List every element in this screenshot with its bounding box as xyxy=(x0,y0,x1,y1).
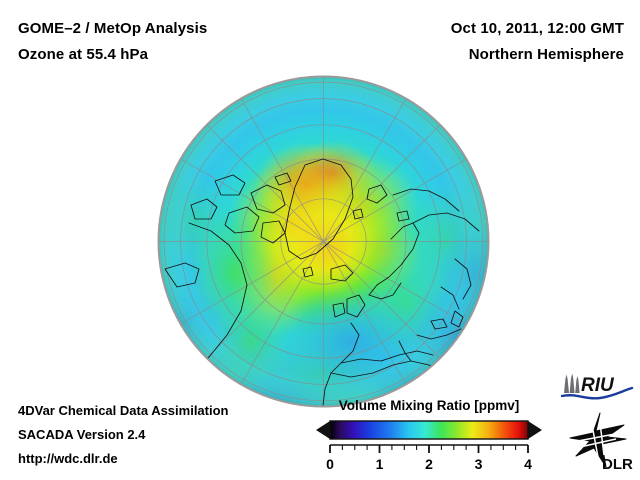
colorbar-frame xyxy=(329,420,529,440)
footer-line-url: http://wdc.dlr.de xyxy=(18,451,118,466)
colorbar: Volume Mixing Ratio [ppmv] xyxy=(306,398,552,474)
colorbar-svg: 0 1 2 3 4 xyxy=(316,420,542,472)
orthographic-projection-svg xyxy=(157,75,490,408)
globe-limb xyxy=(157,75,490,408)
colorbar-tick-2: 2 xyxy=(425,456,433,472)
colorbar-high-arrow xyxy=(528,421,542,439)
colorbar-tick-4: 4 xyxy=(524,456,532,472)
colorbar-title: Volume Mixing Ratio [ppmv] xyxy=(338,398,520,413)
colorbar-gradient xyxy=(330,421,528,439)
colorbar-tick-0: 0 xyxy=(326,456,334,472)
riu-logo: RIU xyxy=(560,373,634,400)
globe-map xyxy=(155,73,492,410)
colorbar-tick-3: 3 xyxy=(475,456,483,472)
dlr-pinwheel-icon xyxy=(569,412,627,468)
colorbar-low-arrow xyxy=(316,421,330,439)
riu-wave-icon xyxy=(560,386,634,400)
colorbar-tick-1: 1 xyxy=(376,456,384,472)
colorbar-major-ticks xyxy=(329,445,529,453)
timestamp-label: Oct 10, 2011, 12:00 GMT xyxy=(450,20,624,37)
dlr-logo: DLR xyxy=(569,412,633,473)
page-title-line1: GOME–2 / MetOp Analysis xyxy=(18,20,208,37)
hemisphere-label: Northern Hemisphere xyxy=(468,46,624,63)
footer-line-method: 4DVar Chemical Data Assimilation xyxy=(18,403,229,418)
graticule xyxy=(158,76,489,407)
dlr-logo-text: DLR xyxy=(602,456,633,473)
riu-logo-text: RIU xyxy=(581,375,615,396)
page-title-line2: Ozone at 55.4 hPa xyxy=(18,46,149,63)
colorbar-minor-ticks xyxy=(341,445,517,450)
footer-line-version: SACADA Version 2.4 xyxy=(18,427,146,442)
riu-towers-icon xyxy=(564,373,580,393)
